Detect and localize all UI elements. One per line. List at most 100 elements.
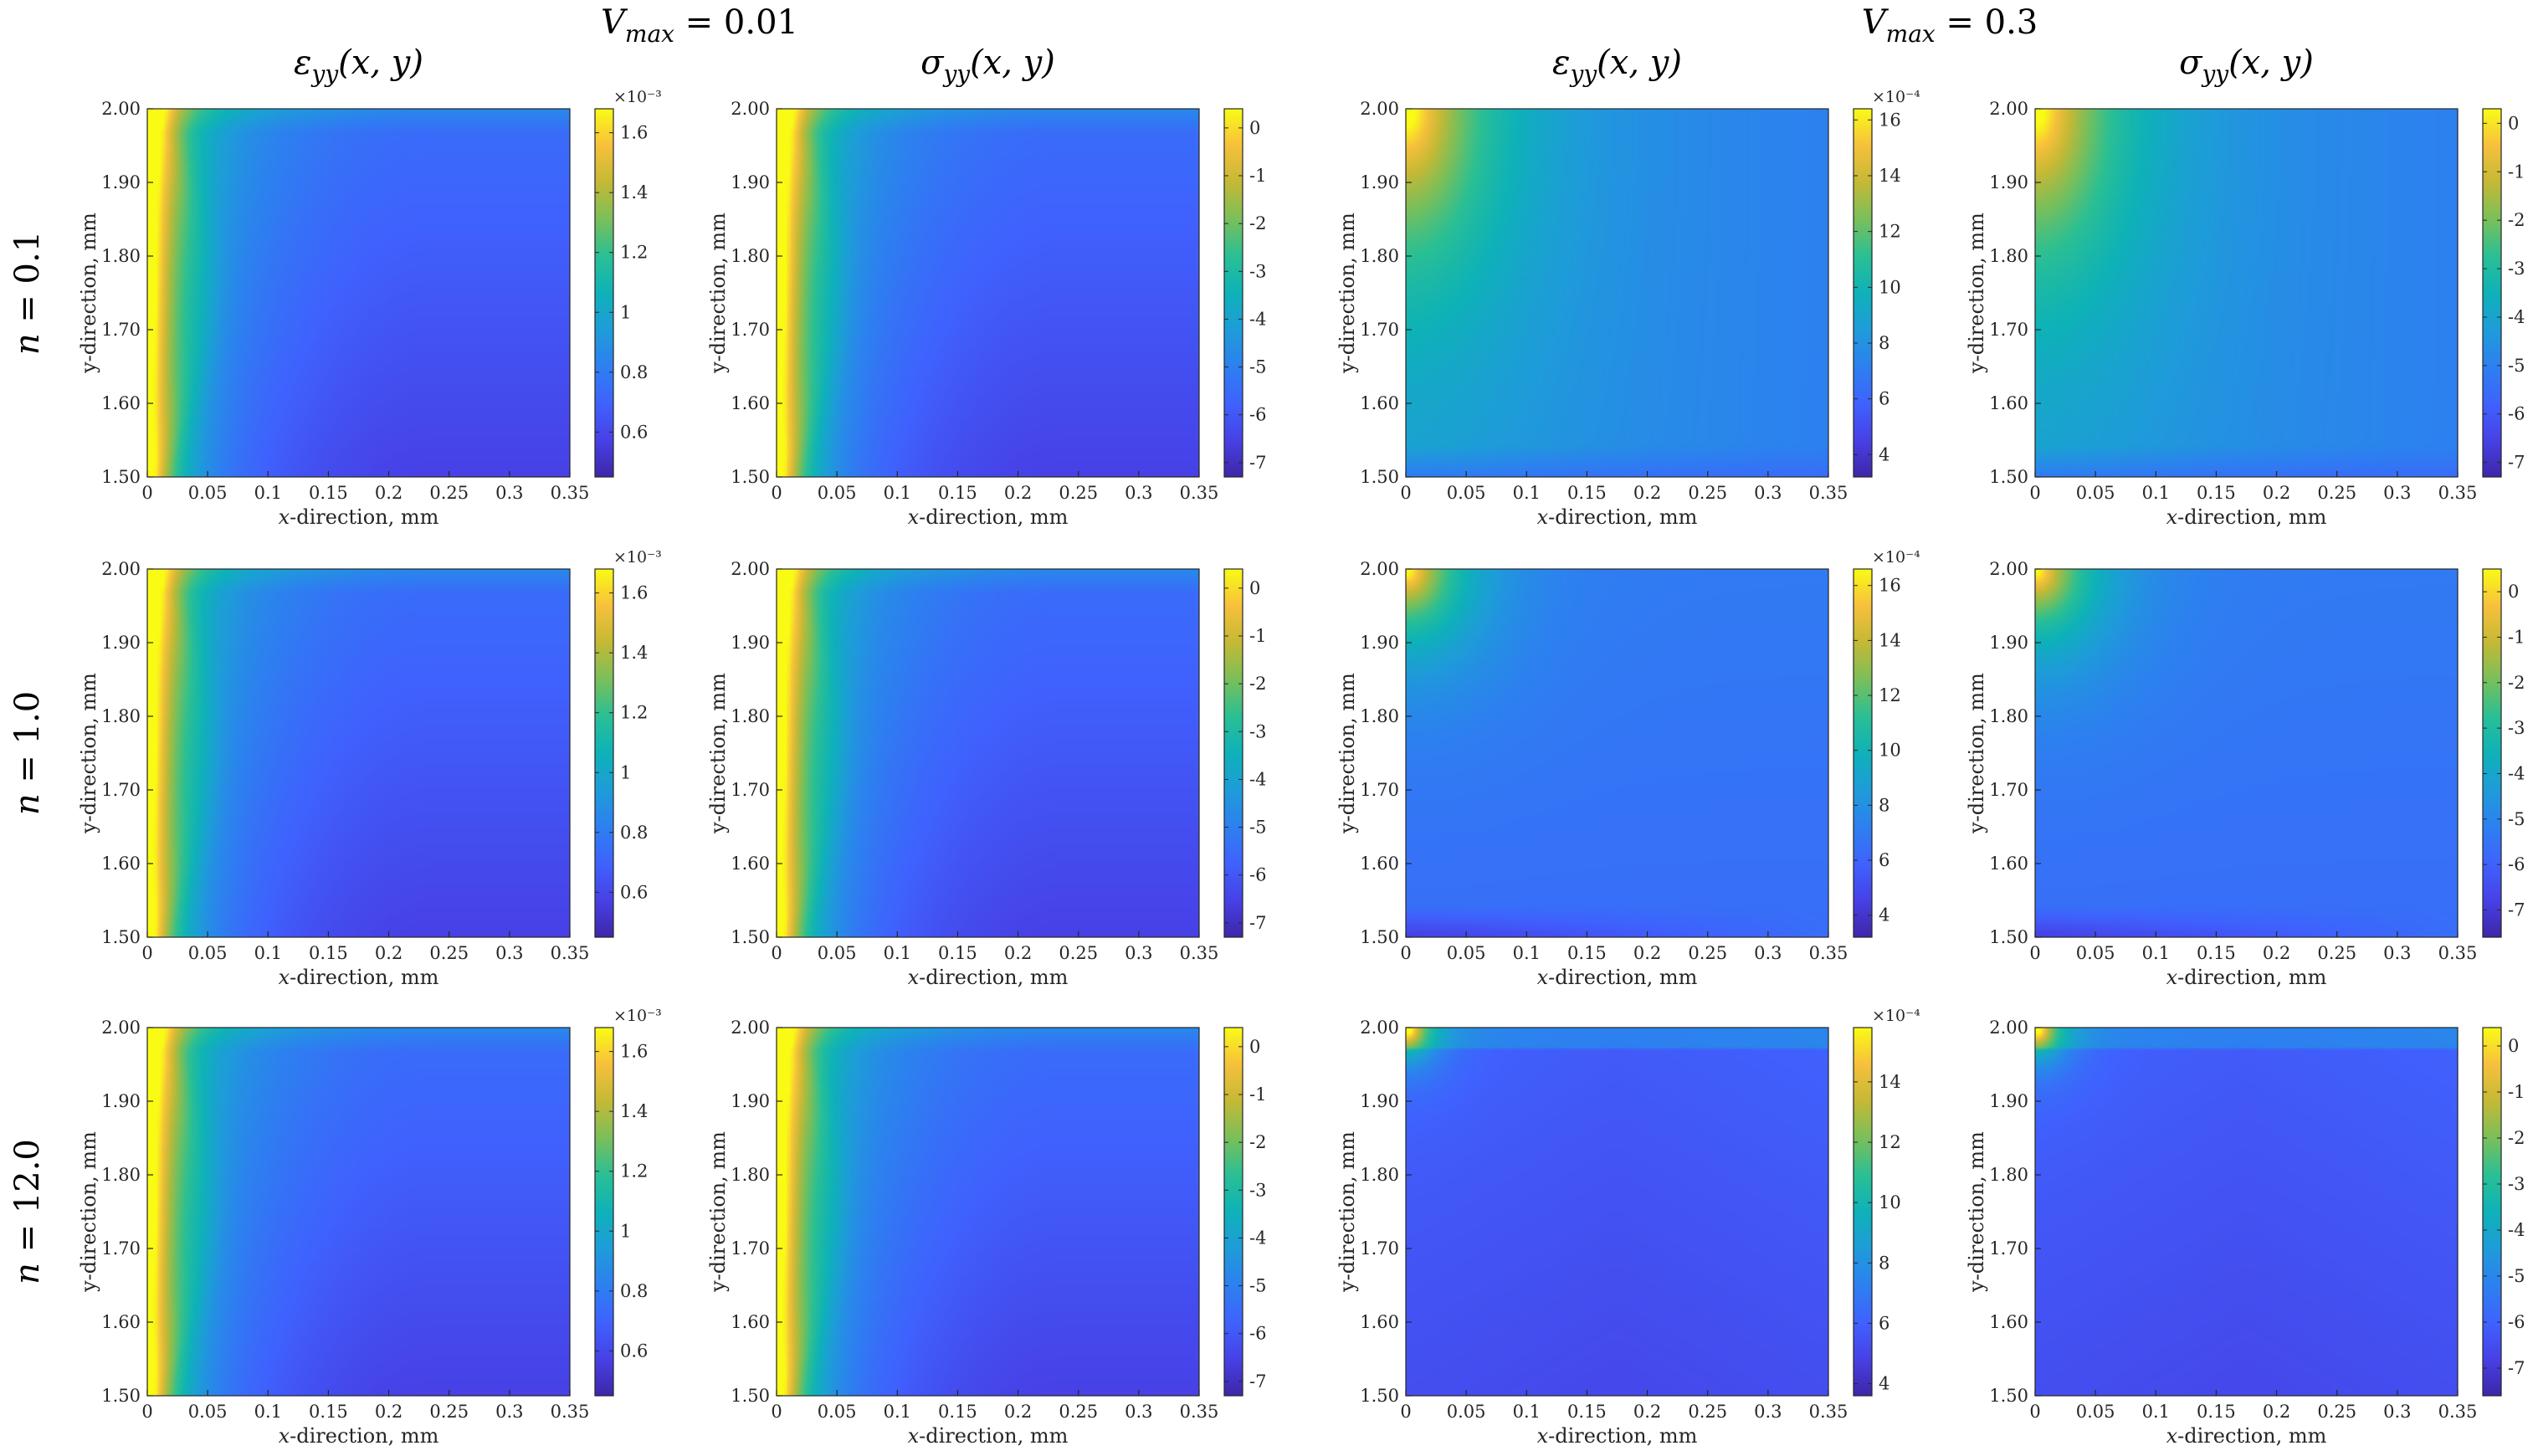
colorbar-tick-label: -7: [2508, 1358, 2525, 1378]
heatmap-panel: 0 0.05 0.1 0.15 0.2 0.25 0.3 0.35 x-direction, m…: [77, 548, 662, 989]
colorbar-tick-label: 0.8: [620, 823, 648, 843]
x-tick-label: 0.3: [2383, 943, 2411, 963]
x-tick-label: 0.35: [551, 483, 590, 503]
x-tick-label: 0: [2029, 1402, 2040, 1422]
y-tick-label: 1.60: [1360, 393, 1399, 413]
y-axis-label: y-direction, mm: [1336, 213, 1359, 374]
x-tick-label: 0.15: [2197, 943, 2236, 963]
x-tick-label: 0: [2029, 483, 2040, 503]
colorbar-tick-label: -1: [2508, 1082, 2525, 1102]
y-tick-label: 1.50: [1360, 927, 1399, 947]
heatmap-image: [147, 109, 570, 477]
colorbar-tick-label: -3: [2508, 1174, 2525, 1194]
heatmap-panel: 0 0.05 0.1 0.15 0.2 0.25 0.3 0.35 x-direction, m…: [77, 88, 662, 529]
colorbar-tick-label: 1.2: [620, 243, 648, 263]
y-tick-label: 1.70: [1989, 1238, 2028, 1259]
x-tick-label: 0.2: [1633, 483, 1661, 503]
y-tick-label: 1.70: [101, 1238, 141, 1259]
y-axis-label: y-direction, mm: [1336, 673, 1359, 834]
panels: 0 0.05 0.1 0.15 0.2 0.25 0.3 0.35 x-direction, m…: [77, 88, 2525, 1448]
x-tick-label: 0.1: [1513, 943, 1541, 963]
x-tick-label: 0.35: [1809, 483, 1848, 503]
colorbar-tick-label: -4: [1249, 1228, 1266, 1248]
y-tick-label: 1.90: [1360, 633, 1399, 653]
colorbar-exponent: ×10⁻³: [613, 1007, 662, 1025]
column-title: σyy(x, y): [2179, 44, 2314, 88]
colorbar-tick-label: 14: [1879, 166, 1901, 186]
colorbar-tick-label: -2: [1249, 213, 1266, 233]
y-tick-label: 1.70: [101, 780, 141, 800]
heatmap-image: [777, 109, 1199, 477]
x-tick-label: 0: [141, 1402, 152, 1422]
colorbar-tick-label: 0: [1249, 118, 1260, 138]
colorbar-tick-label: 8: [1879, 795, 1889, 815]
y-axis-label: y-direction, mm: [706, 1131, 730, 1293]
plot-frame: [1405, 1027, 1829, 1397]
x-tick-label: 0.25: [1688, 483, 1727, 503]
x-tick-label: 0.2: [1004, 1402, 1032, 1422]
column-title: εyy(x, y): [294, 44, 423, 88]
y-tick-label: 1.80: [731, 1165, 770, 1185]
y-tick-label: 2.00: [731, 99, 770, 119]
x-tick-label: 0.15: [938, 1402, 977, 1422]
y-tick-label: 1.70: [731, 1238, 770, 1259]
colorbar-tick-label: -2: [2508, 673, 2525, 693]
x-tick-label: 0: [771, 943, 782, 963]
colorbar-tick-label: -6: [1249, 865, 1266, 885]
x-tick-label: 0.2: [1004, 483, 1032, 503]
y-tick-label: 2.00: [731, 1018, 770, 1038]
heatmap-panel: 0 0.05 0.1 0.15 0.2 0.25 0.3 0.35 x-direction, m…: [1336, 548, 1920, 989]
colorbar-tick-label: -3: [1249, 721, 1266, 741]
y-tick-label: 1.50: [1360, 1386, 1399, 1406]
x-tick-label: 0.1: [254, 483, 282, 503]
y-tick-label: 1.80: [101, 246, 141, 266]
colorbar-tick-label: 10: [1879, 1192, 1901, 1212]
x-tick-label: 0: [771, 1402, 782, 1422]
colorbar-exponent: ×10⁻³: [613, 88, 662, 106]
colorbar-tick-label: 1.2: [620, 703, 648, 723]
x-tick-label: 0.35: [1180, 483, 1219, 503]
colorbar: [594, 568, 614, 938]
x-tick-label: 0.3: [1125, 1402, 1152, 1422]
x-axis-label: x-direction, mm: [1537, 1424, 1698, 1448]
colorbar: [1853, 108, 1873, 478]
plot-frame: [776, 108, 1200, 478]
y-tick-label: 2.00: [1989, 99, 2028, 119]
x-tick-label: 0.25: [1059, 483, 1098, 503]
x-tick-label: 0.15: [938, 943, 977, 963]
colorbar-tick-label: -2: [1249, 674, 1266, 694]
y-tick-label: 1.50: [1989, 927, 2028, 947]
y-tick-label: 2.00: [1360, 559, 1399, 579]
x-tick-label: 0.05: [818, 943, 857, 963]
heatmap-panel: 0 0.05 0.1 0.15 0.2 0.25 0.3 0.35 x-direction, m…: [706, 1018, 1266, 1448]
colorbar: [594, 1027, 614, 1397]
x-tick-label: 0.1: [254, 1402, 282, 1422]
colorbar-tick-label: -6: [2508, 404, 2525, 424]
x-tick-label: 0.25: [1059, 943, 1098, 963]
y-tick-label: 1.80: [101, 1165, 141, 1185]
colorbar-tick-label: -3: [1249, 261, 1266, 281]
headers: Vmax = 0.01 Vmax = 0.3 εyy(x, y) σyy(x, y) ε…: [8, 3, 2314, 1284]
y-tick-label: 1.70: [1989, 780, 2028, 800]
x-tick-label: 0.05: [1447, 1402, 1486, 1422]
y-tick-label: 1.50: [101, 1386, 141, 1406]
x-tick-label: 0: [1400, 1402, 1411, 1422]
colorbar-tick-label: 0: [1249, 1037, 1260, 1057]
x-tick-label: 0.3: [2383, 483, 2411, 503]
colorbar-tick-label: 0.6: [620, 882, 648, 902]
colorbar-tick-label: -2: [2508, 210, 2525, 230]
colorbar-tick-label: -6: [2508, 854, 2525, 874]
x-tick-label: 0.3: [495, 483, 523, 503]
x-tick-label: 0.25: [429, 1402, 469, 1422]
x-tick-label: 0.1: [2142, 1402, 2170, 1422]
colorbar-tick-label: -1: [1249, 626, 1266, 646]
plot-frame: [2034, 108, 2459, 478]
colorbar-tick-label: 14: [1879, 630, 1901, 650]
y-tick-label: 1.60: [1360, 1312, 1399, 1332]
heatmap-image: [147, 569, 570, 937]
colorbar-tick-label: -2: [2508, 1128, 2525, 1148]
heatmap-image: [2035, 109, 2458, 477]
colorbar-tick-label: 1.4: [620, 1101, 648, 1121]
colorbar-tick-label: -7: [1249, 913, 1266, 933]
